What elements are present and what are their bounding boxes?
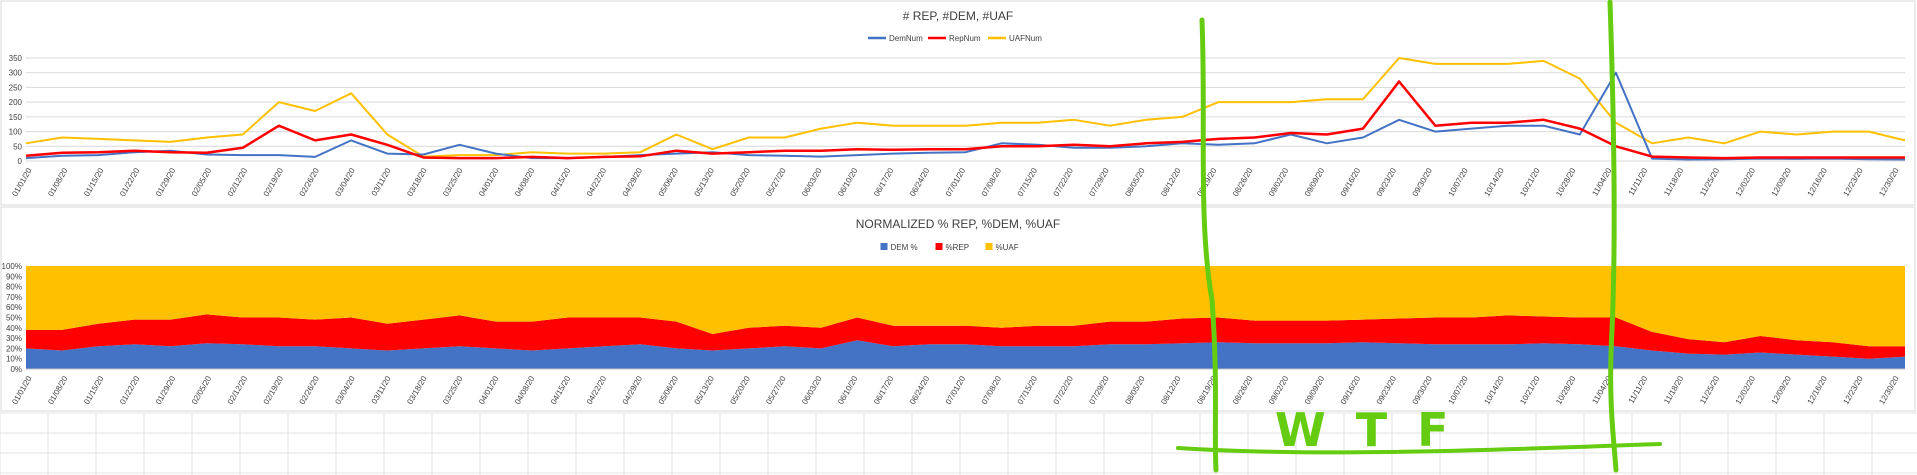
y-tick-label: 250 xyxy=(9,83,23,92)
y-tick-label: 70% xyxy=(6,293,22,302)
legend-swatch-uaf xyxy=(985,243,993,250)
line-chart-area xyxy=(0,0,1916,206)
line-chart-series xyxy=(25,57,1906,161)
line-series-uafnum xyxy=(25,57,1906,158)
area-series-dem xyxy=(26,340,1905,369)
legend-label-uaf: %UAF xyxy=(996,243,1019,252)
area-chart[interactable]: NORMALIZED % REP, %DEM, %UAF DEM % %REP %U… xyxy=(0,206,1916,412)
y-tick-label: 100 xyxy=(9,128,23,137)
y-tick-label: 300 xyxy=(9,69,23,78)
line-chart[interactable]: # REP, #DEM, #UAF DemNum RepNum UAFNum 0 50… xyxy=(0,0,1916,206)
y-tick-label: 80% xyxy=(6,283,22,292)
line-chart-gridlines xyxy=(26,57,1905,162)
y-tick-label: 50 xyxy=(13,142,22,151)
legend-label-uafnum: UAFNum xyxy=(1009,34,1042,43)
annotation-wtf-text: WTF xyxy=(1275,403,1479,457)
area-chart-series xyxy=(26,266,1905,369)
line-chart-y-axis: 0 50 100 150 200 250 300 350 xyxy=(9,54,23,166)
y-tick-label: 10% xyxy=(6,355,22,364)
y-tick-label: 50% xyxy=(6,314,22,323)
y-tick-label: 90% xyxy=(6,272,22,281)
y-tick-label: 100% xyxy=(2,262,22,271)
legend-label-dem: DEM % xyxy=(891,243,918,252)
annotation-left-vertical-line xyxy=(1199,17,1219,473)
annotation-right-vertical-line xyxy=(1607,0,1619,473)
line-series-repnum xyxy=(25,80,1905,160)
area-series-uaf xyxy=(26,266,1905,347)
legend-label-demnum: DemNum xyxy=(889,34,923,43)
legend-swatch-dem xyxy=(880,243,888,250)
area-chart-legend: DEM % %REP %UAF xyxy=(880,243,1019,252)
line-chart-legend: DemNum RepNum UAFNum xyxy=(868,34,1042,43)
y-tick-label: 350 xyxy=(9,54,23,63)
y-tick-label: 30% xyxy=(6,334,22,343)
hand-drawn-annotation: WTF xyxy=(1176,0,1662,473)
line-chart-title: # REP, #DEM, #UAF xyxy=(903,9,1013,23)
y-tick-label: 0 xyxy=(18,157,23,166)
area-series-rep xyxy=(26,314,1905,359)
spreadsheet-cell-grid xyxy=(0,412,1917,475)
annotation-underline xyxy=(1176,442,1662,455)
y-tick-label: 40% xyxy=(6,324,22,333)
legend-swatch-rep xyxy=(935,243,943,250)
y-tick-label: 0% xyxy=(10,365,22,374)
area-chart-y-axis: 0%10% 20%30%40%50% 60%70%80% 90%100% xyxy=(2,262,22,374)
y-tick-label: 60% xyxy=(6,303,22,312)
y-tick-label: 150 xyxy=(9,113,23,122)
legend-label-rep: %REP xyxy=(946,243,970,252)
y-tick-label: 200 xyxy=(9,98,23,107)
line-series-demnum xyxy=(25,71,1906,161)
legend-label-repnum: RepNum xyxy=(949,34,981,43)
y-tick-label: 20% xyxy=(6,344,22,353)
area-chart-title: NORMALIZED % REP, %DEM, %UAF xyxy=(856,217,1060,231)
